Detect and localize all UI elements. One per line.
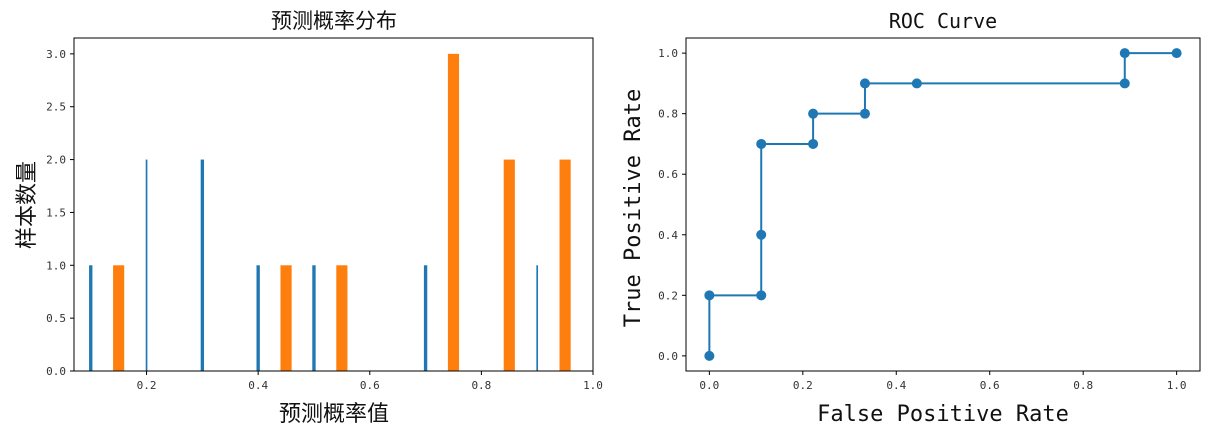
roc-chart: ROC Curve 0.0 0.2 0.4 0.6 0.8 1.0 0.00.20.40.… [621,9,1201,427]
roc-y-label: True Positive Rate [621,89,646,327]
hist-x-tick-label: 1.0 [583,379,603,392]
roc-y-tick-label: 0.0 [658,350,678,363]
roc-point-12 [1171,48,1182,59]
hist-bars [89,53,571,371]
roc-y-tick-label: 0.2 [658,289,678,302]
roc-point-7 [859,108,870,119]
hist-bar-s0-6 [536,265,539,371]
roc-point-11 [1119,48,1130,59]
hist-y-ticks: 0.0 0.5 1.0 1.5 2.0 2.5 3.0 [46,48,74,378]
roc-point-2 [756,290,767,301]
hist-y-tick-label: 0.0 [46,365,66,378]
hist-y-tick-label: 3.0 [46,48,66,61]
hist-bar-s0-2 [200,159,205,371]
hist-bar-s0-5 [423,265,428,371]
hist-bar-s1-0 [113,265,125,371]
roc-point-3 [756,229,767,240]
hist-bar-s0-3 [256,265,260,371]
hist-bar-s1-5 [559,159,571,371]
roc-title: ROC Curve [889,9,997,33]
hist-y-tick-label: 2.0 [46,154,66,167]
hist-bar-s0-4 [312,265,316,371]
roc-x-tick-label: 1.0 [1167,379,1187,392]
roc-x-tick-label: 0.8 [1073,379,1093,392]
hist-y-label: 样本数量 [15,161,40,249]
roc-point-8 [859,78,870,89]
roc-y-tick-label: 1.0 [658,47,678,60]
roc-y-ticks: 0.0 0.2 0.4 0.6 0.8 1.0 [658,47,686,363]
hist-title: 预测概率分布 [271,9,397,33]
roc-x-tick-label: 0.0 [699,379,719,392]
hist-y-tick-label: 1.0 [46,259,66,272]
hist-x-tick-label: 0.2 [137,379,157,392]
roc-axes-frame [685,37,1201,372]
hist-x-tick-label: 0.4 [248,379,268,392]
hist-bar-s1-1 [280,265,292,371]
roc-point-6 [808,108,819,119]
hist-bar-s0-0 [89,265,93,371]
roc-x-ticks: 0.0 0.2 0.4 0.6 0.8 1.0 [699,371,1187,392]
roc-point-10 [1119,78,1130,89]
hist-x-label: 预测概率值 [279,402,389,427]
roc-x-tick-label: 0.4 [886,379,906,392]
hist-x-tick-label: 0.8 [471,379,491,392]
hist-x-tick-label: 0.6 [360,379,380,392]
roc-y-tick-label: 0.6 [658,168,678,181]
roc-point-0 [704,350,715,361]
roc-point-4 [756,138,767,149]
hist-bar-s1-2 [336,265,348,371]
probability-histogram: 预测概率分布 0.2 0.4 0.6 0.8 1.0 0.0 0.5 1.0 1.5 2.0 2.… [15,9,603,427]
roc-x-tick-label: 0.6 [980,379,1000,392]
hist-bar-s0-1 [145,159,148,371]
roc-x-tick-label: 0.2 [793,379,813,392]
hist-x-ticks: 0.2 0.4 0.6 0.8 1.0 [137,371,603,392]
hist-bar-s1-3 [447,53,460,371]
hist-y-tick-label: 0.5 [46,312,66,325]
roc-curve [704,48,1182,361]
hist-bar-s1-4 [503,159,515,371]
hist-y-tick-label: 1.5 [46,206,66,219]
roc-x-label: False Positive Rate [817,402,1069,427]
hist-y-tick-label: 2.5 [46,101,66,114]
roc-point-9 [911,78,922,89]
roc-point-1 [704,290,715,301]
hist-axes-frame [73,37,594,372]
roc-y-tick-label: 0.8 [658,108,678,121]
roc-y-tick-label: 0.4 [658,229,678,242]
roc-line [708,52,1177,356]
roc-point-5 [808,138,819,149]
